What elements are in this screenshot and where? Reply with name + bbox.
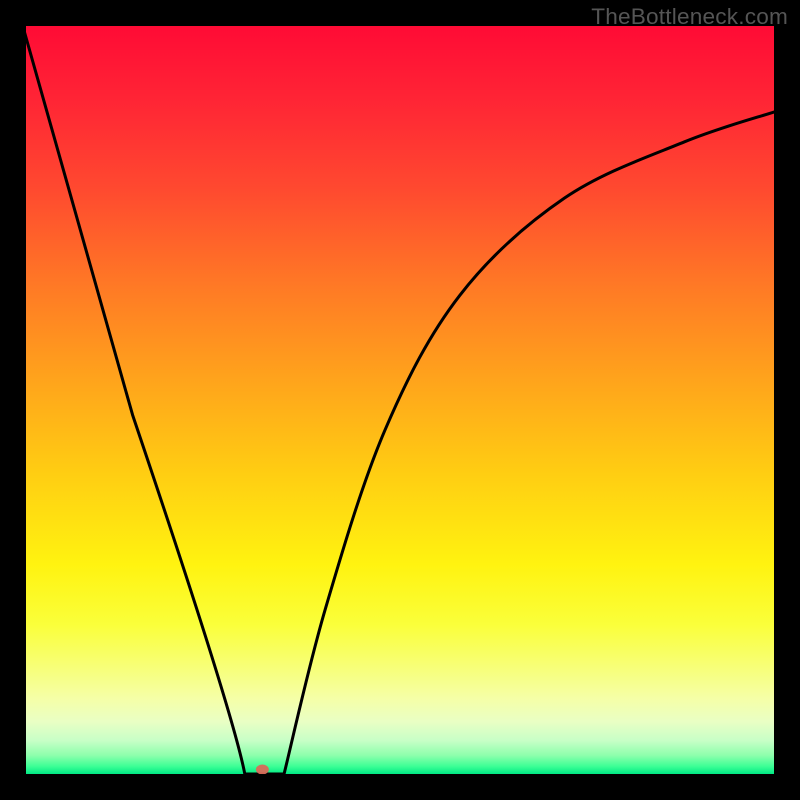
chart-container: TheBottleneck.com (0, 0, 800, 800)
bottleneck-chart-svg (0, 0, 800, 800)
bottleneck-minimum-marker (256, 765, 269, 775)
watermark-text: TheBottleneck.com (591, 4, 788, 30)
